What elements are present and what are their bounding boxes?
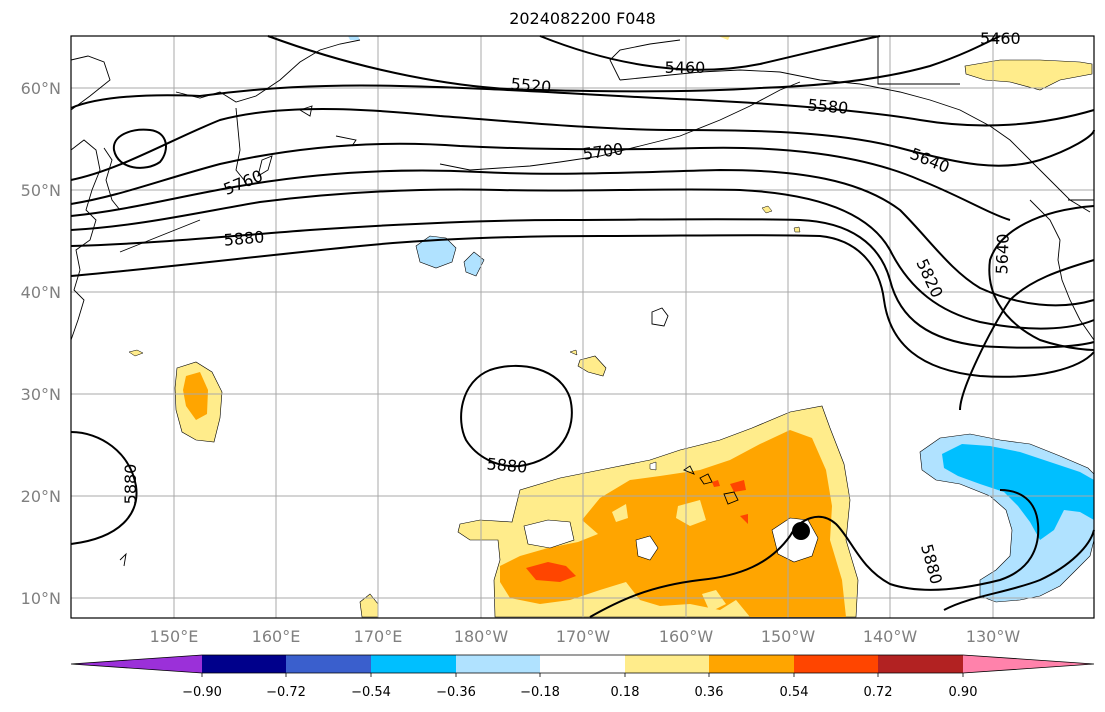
colorbar-segment (71, 655, 202, 673)
contour-label: 5640 (992, 233, 1012, 274)
colorbar-tick-label: −0.36 (436, 685, 476, 700)
map-frame (70, 35, 1095, 619)
lon-label: 130°W (966, 627, 1021, 646)
colorbar-segment (202, 655, 286, 673)
contour-label: 5880 (223, 227, 265, 249)
latitude-labels: 60°N 50°N 40°N 30°N 20°N 10°N (21, 79, 61, 608)
lon-label: 170°E (354, 627, 403, 646)
lon-label: 180°W (454, 627, 509, 646)
colorbar-tick-label: 0.72 (864, 685, 893, 700)
lat-label: 50°N (21, 181, 61, 200)
colorbar-tick-label: 0.36 (695, 685, 724, 700)
lon-label: 160°W (659, 627, 714, 646)
lat-label: 40°N (21, 283, 61, 302)
colorbar-tick-label: 0.54 (780, 685, 809, 700)
map-title: 2024082200 F048 (509, 9, 656, 28)
contour-label: 5520 (510, 74, 552, 96)
storm-center-marker (792, 522, 810, 540)
graticule (71, 36, 1094, 618)
colorbar-tick-label: −0.54 (351, 685, 391, 700)
colorbar-tick-label: −0.72 (266, 685, 306, 700)
colorbar-segment (794, 655, 878, 673)
colorbar-segment (709, 655, 794, 673)
contour-label: 5460 (980, 29, 1021, 48)
colorbar-segment (625, 655, 709, 673)
lat-label: 20°N (21, 487, 61, 506)
lat-label: 10°N (21, 589, 61, 608)
colorbar-tick-label: 0.18 (611, 685, 640, 700)
contour-label: 5880 (121, 464, 140, 505)
colorbar-segment (540, 655, 625, 673)
colorbar-tick-label: 0.90 (949, 685, 978, 700)
colorbar (70, 654, 1095, 677)
lat-label: 30°N (21, 385, 61, 404)
colorbar-segment (963, 655, 1094, 673)
longitude-labels: 150°E 160°E 170°E 180°W 170°W 160°W 150°… (150, 627, 1021, 646)
lon-label: 160°E (252, 627, 301, 646)
height-contours (70, 35, 1095, 618)
lon-label: 150°E (150, 627, 199, 646)
lon-label: 170°W (556, 627, 611, 646)
contour-label: 5580 (807, 95, 849, 117)
lon-label: 140°W (863, 627, 918, 646)
colorbar-segment (878, 655, 963, 673)
colorbar-segment (456, 655, 540, 673)
contour-label: 5460 (665, 58, 706, 77)
colorbar-tick-label: −0.90 (182, 685, 222, 700)
lon-label: 150°W (761, 627, 816, 646)
colorbar-segment (371, 655, 456, 673)
lat-label: 60°N (21, 79, 61, 98)
colorbar-tick-labels: −0.90 −0.72 −0.54 −0.36 −0.18 0.18 0.36 … (182, 685, 977, 700)
anomaly-fill-layer (128, 36, 1095, 618)
colorbar-segment (286, 655, 371, 673)
contour-label: 5880 (486, 454, 528, 476)
colorbar-tick-label: −0.18 (520, 685, 560, 700)
